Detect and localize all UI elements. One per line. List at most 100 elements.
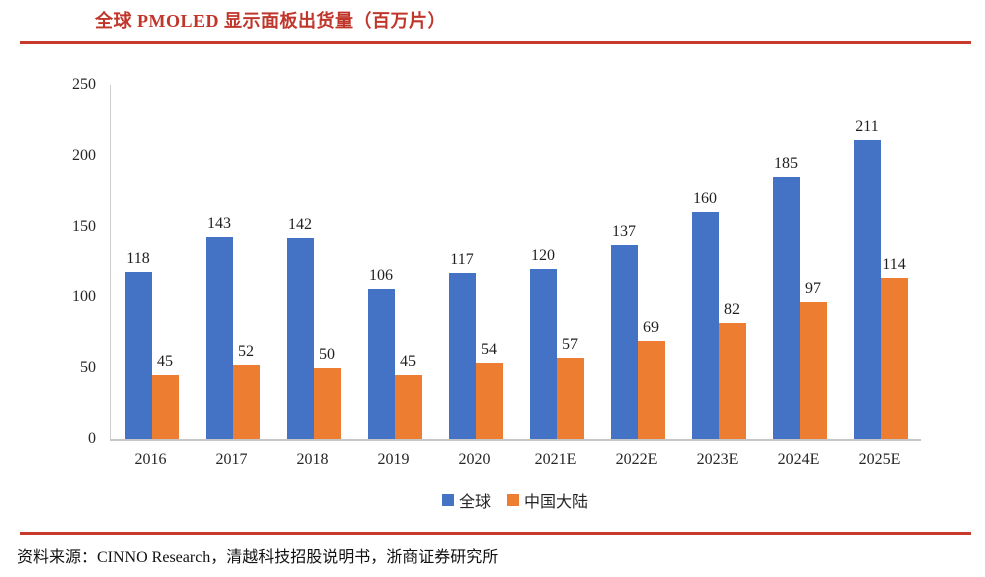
bar bbox=[124, 272, 152, 439]
bar-value-label: 69 bbox=[643, 319, 659, 336]
bar bbox=[313, 368, 341, 439]
x-tick-label: 2017 bbox=[215, 451, 248, 468]
bar-wrap: 45 bbox=[394, 353, 422, 439]
bar-value-label: 120 bbox=[531, 247, 555, 264]
bar-group: 160 82 bbox=[678, 85, 759, 439]
bar bbox=[232, 365, 260, 439]
bar-wrap: 82 bbox=[718, 301, 746, 439]
legend-swatch bbox=[507, 494, 519, 506]
bar-wrap: 54 bbox=[475, 341, 503, 439]
bar bbox=[853, 140, 881, 439]
bar bbox=[880, 278, 908, 439]
bar-value-label: 97 bbox=[805, 280, 821, 297]
bar-value-label: 45 bbox=[157, 353, 173, 370]
bar-wrap: 97 bbox=[799, 280, 827, 439]
x-tick-label: 2025E bbox=[858, 451, 901, 468]
x-tick-label: 2024E bbox=[777, 451, 820, 468]
bar-group: 117 54 bbox=[435, 85, 516, 439]
bar-value-label: 45 bbox=[400, 353, 416, 370]
bar bbox=[610, 245, 638, 439]
bar-group: 211 114 bbox=[840, 85, 921, 439]
source-rule bbox=[20, 532, 971, 535]
bar-group: 137 69 bbox=[597, 85, 678, 439]
bar-value-label: 117 bbox=[450, 251, 474, 268]
bar-value-label: 118 bbox=[126, 250, 150, 267]
legend-label: 中国大陆 bbox=[524, 494, 589, 511]
bar-group: 143 52 bbox=[192, 85, 273, 439]
bar-value-label: 142 bbox=[288, 216, 312, 233]
y-tick-label: 0 bbox=[88, 430, 96, 447]
bar-value-label: 50 bbox=[319, 346, 335, 363]
bar bbox=[367, 289, 395, 439]
bar bbox=[205, 237, 233, 439]
bar-wrap: 143 bbox=[205, 215, 233, 439]
bar-group: 142 50 bbox=[273, 85, 354, 439]
bar bbox=[394, 375, 422, 439]
x-tick-label: 2016 bbox=[134, 451, 167, 468]
source-note: 资料来源：CINNO Research，清越科技招股说明书，浙商证券研究所 bbox=[17, 549, 499, 566]
bar-value-label: 185 bbox=[774, 155, 798, 172]
y-tick-label: 250 bbox=[72, 76, 96, 93]
bar-wrap: 50 bbox=[313, 346, 341, 439]
title-rule bbox=[20, 41, 971, 44]
chart-title: 全球 PMOLED 显示面板出货量（百万片） bbox=[95, 11, 446, 31]
bar-wrap: 118 bbox=[124, 250, 152, 439]
legend-item: 全球 bbox=[441, 488, 491, 512]
bar-wrap: 117 bbox=[448, 251, 476, 439]
bar-wrap: 45 bbox=[151, 353, 179, 439]
legend-swatch bbox=[441, 494, 454, 506]
bar-value-label: 106 bbox=[369, 267, 393, 284]
bar-wrap: 142 bbox=[286, 216, 314, 439]
bar-wrap: 106 bbox=[367, 267, 395, 439]
bar-wrap: 120 bbox=[529, 247, 557, 439]
bar-wrap: 52 bbox=[232, 343, 260, 439]
x-tick-label: 2023E bbox=[696, 451, 739, 468]
bar-value-label: 211 bbox=[855, 118, 879, 135]
bar-wrap: 69 bbox=[637, 319, 665, 439]
x-axis: 2016 2017 2018 2019 2020 2021E 2022E 2023E 2024E… bbox=[110, 451, 920, 469]
plot-area: 118 45 143 52 142 50 106 45 117 54 120 57 137 69 160 82… bbox=[110, 85, 921, 441]
legend-label: 全球 bbox=[458, 494, 491, 511]
bar-value-label: 114 bbox=[882, 256, 906, 273]
x-tick-label: 2019 bbox=[377, 451, 410, 468]
x-tick-label: 2020 bbox=[458, 451, 491, 468]
bar-wrap: 160 bbox=[691, 190, 719, 439]
bar-wrap: 211 bbox=[853, 118, 881, 439]
bar bbox=[286, 238, 314, 439]
bar-value-label: 160 bbox=[693, 190, 717, 207]
x-tick-label: 2018 bbox=[296, 451, 329, 468]
y-tick-label: 50 bbox=[80, 359, 96, 377]
bar-value-label: 54 bbox=[481, 341, 497, 358]
bar-group: 118 45 bbox=[111, 85, 192, 439]
bar-value-label: 82 bbox=[724, 301, 740, 318]
legend-item: 中国大陆 bbox=[507, 488, 588, 512]
bar bbox=[448, 273, 476, 439]
bar-wrap: 114 bbox=[880, 256, 908, 439]
bar-wrap: 137 bbox=[610, 223, 638, 439]
bar bbox=[556, 358, 584, 439]
bar-value-label: 137 bbox=[612, 223, 636, 240]
bar bbox=[772, 177, 800, 439]
legend: 全球 中国大陆 bbox=[110, 488, 920, 512]
bar-group: 185 97 bbox=[759, 85, 840, 439]
bar-group: 106 45 bbox=[354, 85, 435, 439]
bar bbox=[718, 323, 746, 439]
bar-wrap: 57 bbox=[556, 336, 584, 439]
bar-value-label: 143 bbox=[207, 215, 231, 232]
y-tick-label: 150 bbox=[72, 217, 96, 235]
bar-value-label: 57 bbox=[562, 336, 578, 353]
bar-wrap: 185 bbox=[772, 155, 800, 439]
x-tick-label: 2022E bbox=[615, 451, 658, 468]
bar bbox=[691, 212, 719, 439]
y-tick-label: 200 bbox=[72, 146, 96, 164]
bar bbox=[799, 302, 827, 439]
bar bbox=[637, 341, 665, 439]
bar-value-label: 52 bbox=[238, 343, 254, 360]
bar bbox=[475, 363, 503, 439]
y-tick-label: 100 bbox=[72, 288, 96, 306]
bar bbox=[529, 269, 557, 439]
bar bbox=[151, 375, 179, 439]
bar-group: 120 57 bbox=[516, 85, 597, 439]
x-tick-label: 2021E bbox=[534, 451, 577, 468]
